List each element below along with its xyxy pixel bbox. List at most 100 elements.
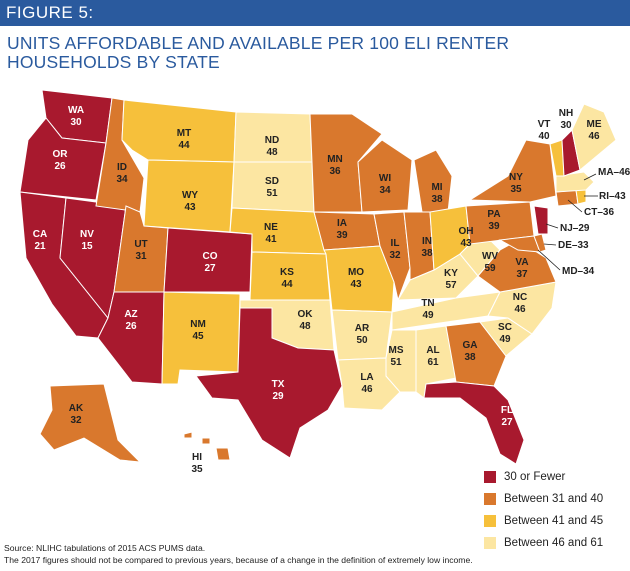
state-label-al: AL xyxy=(426,345,439,356)
state-label-wv: WV xyxy=(482,251,498,262)
state-label-ny: NY xyxy=(509,172,523,183)
state-wi xyxy=(357,139,413,213)
state-label-or: OR xyxy=(53,149,69,160)
state-value-ca: 21 xyxy=(34,241,46,252)
state-sd xyxy=(231,161,315,213)
legend-item: Between 31 and 40 xyxy=(484,488,624,510)
state-me xyxy=(571,103,617,171)
callout-line-ct xyxy=(567,199,583,213)
state-label-az: AZ xyxy=(124,309,137,320)
legend-item: Between 46 and 61 xyxy=(484,532,624,554)
state-label-mo: MO xyxy=(348,267,364,278)
state-label-pa: PA xyxy=(487,209,500,220)
legend-item: 30 or Fewer xyxy=(484,466,624,488)
source-note: Source: NLIHC tabulations of 2015 ACS PU… xyxy=(4,542,626,566)
state-value-nh: 30 xyxy=(560,120,572,131)
state-nm xyxy=(161,291,241,385)
state-label-ga: GA xyxy=(463,340,478,351)
state-value-wi: 34 xyxy=(379,185,391,196)
state-label-oh: OH xyxy=(459,226,474,237)
callout-line-ma xyxy=(583,173,597,181)
state-label-co: CO xyxy=(203,251,218,262)
state-value-ky: 57 xyxy=(445,280,457,291)
state-value-wa: 30 xyxy=(70,117,82,128)
state-value-ks: 44 xyxy=(281,279,293,290)
state-value-al: 61 xyxy=(427,357,439,368)
callout-ct: CT–36 xyxy=(584,207,614,218)
state-value-ok: 48 xyxy=(299,321,311,332)
state-value-ak: 32 xyxy=(70,415,82,426)
disclaimer-text: The 2017 figures should not be compared … xyxy=(4,555,473,565)
state-value-va: 37 xyxy=(516,269,528,280)
state-value-mi: 38 xyxy=(431,194,443,205)
state-value-nc: 46 xyxy=(514,304,526,315)
state-value-tx: 29 xyxy=(272,391,284,402)
state-label-nm: NM xyxy=(190,319,206,330)
callout-nj: NJ–29 xyxy=(560,223,590,234)
state-value-mo: 43 xyxy=(350,279,362,290)
callout-ma: MA–46 xyxy=(598,167,630,178)
state-de xyxy=(533,233,547,253)
state-label-ca: CA xyxy=(33,229,47,240)
state-label-ky: KY xyxy=(444,268,458,279)
legend-swatch-tier4 xyxy=(484,537,496,549)
state-label-hi: HI xyxy=(192,452,202,463)
legend: 30 or Fewer Between 31 and 40 Between 41… xyxy=(484,466,624,554)
state-label-nh: NH xyxy=(559,108,573,119)
state-label-wi: WI xyxy=(379,173,391,184)
state-value-oh: 43 xyxy=(460,238,472,249)
state-value-vt: 40 xyxy=(538,131,550,142)
state-value-nv: 15 xyxy=(81,241,93,252)
state-value-ia: 39 xyxy=(336,230,348,241)
state-label-id: ID xyxy=(117,162,127,173)
state-label-la: LA xyxy=(360,372,373,383)
state-value-wv: 59 xyxy=(484,263,496,274)
state-labels: WA 30 OR 26 CA 21 NV 15 ID 34 MT 44 WY 43 UT 31 … xyxy=(33,105,602,475)
state-label-ut: UT xyxy=(134,239,147,250)
state-or xyxy=(19,117,107,201)
state-ri xyxy=(575,189,587,205)
state-value-pa: 39 xyxy=(488,221,500,232)
state-value-ga: 38 xyxy=(464,352,476,363)
state-label-va: VA xyxy=(515,257,528,268)
state-label-tx: TX xyxy=(272,379,285,390)
legend-label: Between 46 and 61 xyxy=(504,537,604,549)
callout-de: DE–33 xyxy=(558,240,589,251)
state-label-sd: SD xyxy=(265,176,279,187)
state-nj xyxy=(533,205,549,235)
callout-labels: MA–46 RI–43 CT–36 NJ–29 DE–33 MD–34 xyxy=(558,167,630,277)
state-label-wy: WY xyxy=(182,190,198,201)
state-ma xyxy=(555,171,595,193)
callout-line-de xyxy=(543,243,557,246)
figure-banner: FIGURE 5: xyxy=(0,0,630,26)
state-tx xyxy=(195,307,343,459)
